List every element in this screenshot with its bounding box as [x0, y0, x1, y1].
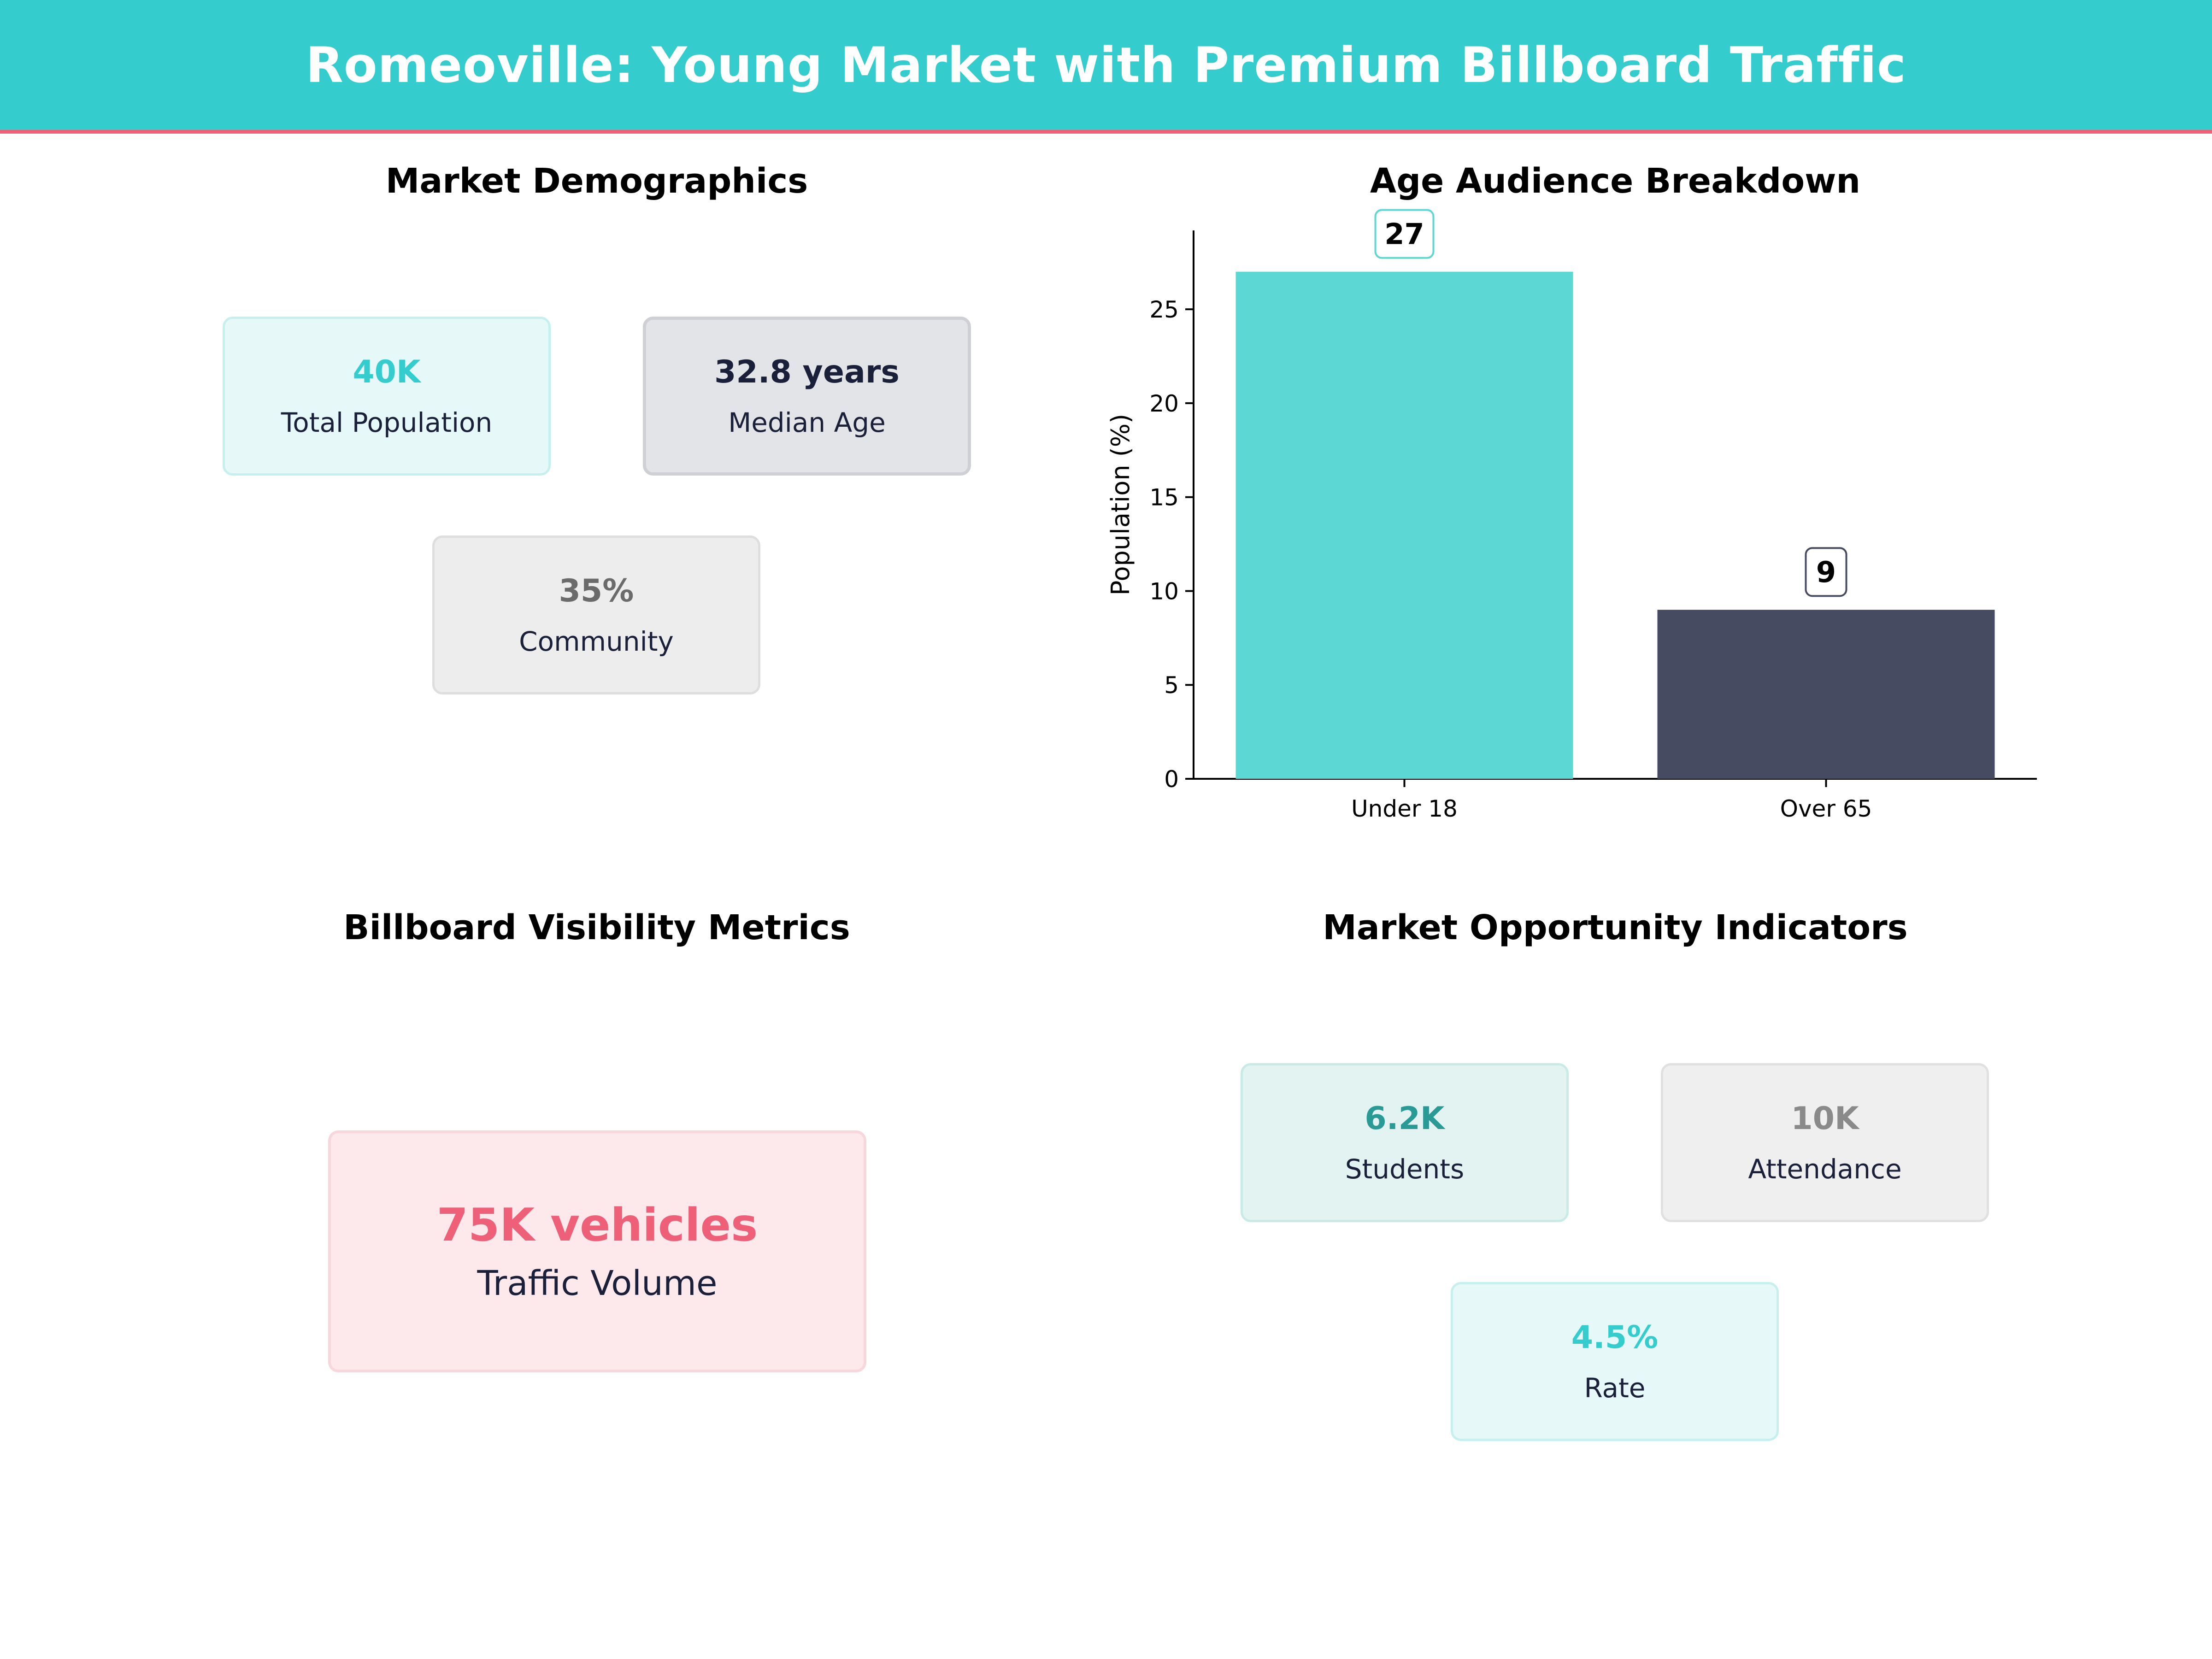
attendance-label: Attendance — [1748, 1153, 1902, 1185]
chart-title: Age Audience Breakdown — [1370, 161, 1861, 201]
data-label-box — [1374, 209, 1435, 259]
data-label: 9 — [1816, 555, 1836, 589]
traffic-volume-value: 75K vehicles — [436, 1199, 758, 1252]
total-population-value: 40K — [353, 353, 421, 390]
header-banner: Romeoville: Young Market with Premium Bi… — [0, 0, 2212, 134]
y-tick-label: 20 — [1149, 390, 1179, 417]
median-age-label: Median Age — [728, 406, 886, 438]
traffic-volume-card: 75K vehicles Traffic Volume — [328, 1130, 866, 1372]
y-axis-label: Population (%) — [1106, 414, 1135, 595]
community-value: 35% — [559, 572, 634, 609]
bar-under-18 — [1235, 271, 1573, 779]
rate-card: 4.5% Rate — [1451, 1282, 1779, 1441]
students-card: 6.2K Students — [1241, 1063, 1569, 1222]
age-bar-chart: 0 5 10 15 20 25 Population (%) Under 18 27 Over 6… — [1106, 209, 2037, 822]
students-value: 6.2K — [1365, 1100, 1445, 1137]
opportunity-title: Market Opportunity Indicators — [1323, 908, 1908, 947]
bar-over-65 — [1657, 610, 1995, 779]
y-tick-label: 15 — [1149, 484, 1179, 511]
total-population-label: Total Population — [281, 406, 493, 438]
median-age-card: 32.8 years Median Age — [643, 317, 971, 476]
total-population-card: 40K Total Population — [223, 317, 551, 476]
community-card: 35% Community — [432, 535, 760, 694]
data-label: 27 — [1384, 218, 1424, 251]
attendance-value: 10K — [1791, 1100, 1859, 1137]
community-label: Community — [519, 625, 674, 657]
attendance-card: 10K Attendance — [1661, 1063, 1989, 1222]
demographics-title: Market Demographics — [385, 161, 808, 201]
y-tick-label: 25 — [1149, 296, 1179, 323]
y-tick-label: 5 — [1164, 672, 1179, 699]
page-title: Romeoville: Young Market with Premium Bi… — [306, 36, 1906, 94]
median-age-value: 32.8 years — [714, 353, 900, 390]
x-tick-label: Under 18 — [1351, 795, 1458, 822]
visibility-title: Billboard Visibility Metrics — [343, 908, 850, 947]
rate-label: Rate — [1584, 1372, 1646, 1404]
rate-value: 4.5% — [1571, 1319, 1659, 1356]
traffic-volume-label: Traffic Volume — [477, 1263, 718, 1303]
data-label-box — [1805, 547, 1847, 597]
y-tick-label: 10 — [1149, 578, 1179, 605]
x-tick-label: Over 65 — [1780, 795, 1872, 822]
y-tick-label: 0 — [1164, 766, 1179, 793]
students-label: Students — [1345, 1153, 1465, 1185]
